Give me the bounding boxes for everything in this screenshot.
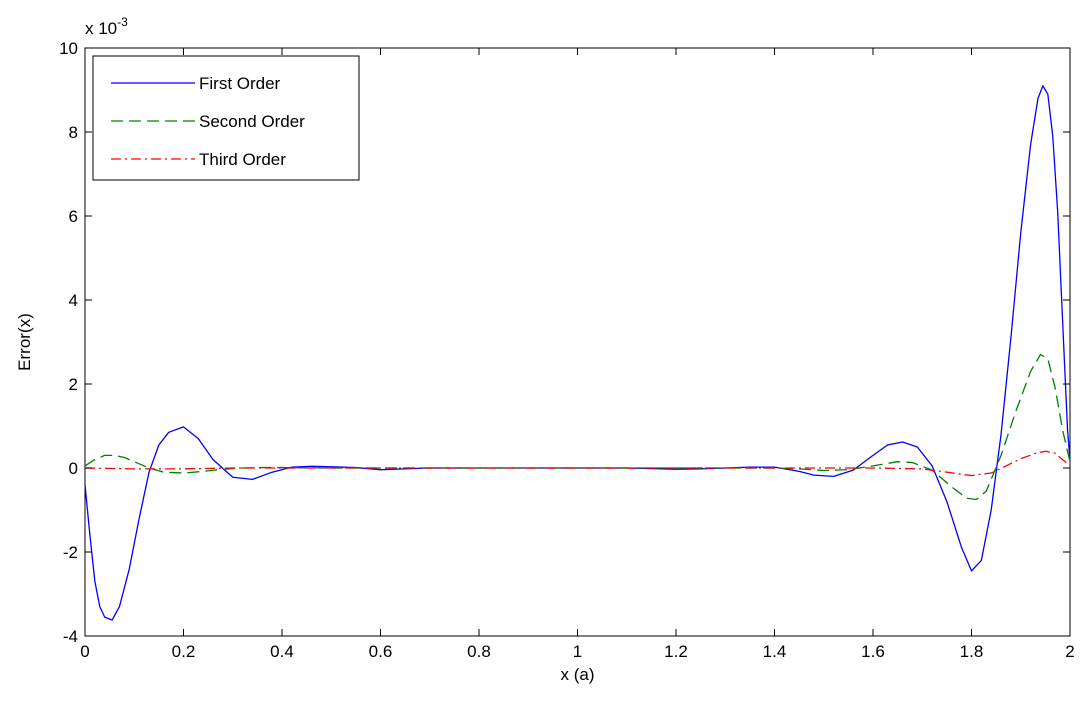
x-tick-label: 1.2: [664, 642, 688, 661]
y-axis-multiplier: x 10-3: [85, 15, 128, 38]
axes-layer: 0 0.2 0.4 0.6 0.8 1 1.2 1.4 1.6 1.8 2 -4 -2 0 2 4 6 8 10: [59, 39, 1075, 661]
legend-label-2: Second Order: [199, 112, 305, 131]
x-tick-label: 1.6: [861, 642, 885, 661]
y-axis-label: Error(x): [15, 313, 34, 371]
y-axis-multiplier-exponent: -3: [117, 15, 128, 29]
x-tick-label: 0.8: [467, 642, 491, 661]
series-line-1: [84, 85, 1071, 621]
y-tick-label: 10: [59, 39, 78, 58]
series-line-3: [84, 450, 1071, 477]
x-tick-label: 1: [573, 642, 582, 661]
x-tick-label: 1.8: [960, 642, 984, 661]
x-tick-label: 0.6: [369, 642, 393, 661]
y-tick-label: 4: [69, 291, 78, 310]
legend-label-3: Third Order: [199, 150, 286, 169]
y-axis-multiplier-base: x 10: [85, 19, 117, 38]
x-tick-label: 0: [80, 642, 89, 661]
y-tick-label: 0: [69, 459, 78, 478]
y-tick-label: 8: [69, 123, 78, 142]
x-tick-label: 0.4: [270, 642, 294, 661]
legend-label-1: First Order: [199, 74, 281, 93]
series-layer: [84, 85, 1071, 621]
y-tick-label: -2: [63, 543, 78, 562]
x-axis-label: x (a): [561, 665, 595, 684]
x-tick-label: 1.4: [763, 642, 787, 661]
x-tick-label: 0.2: [172, 642, 196, 661]
legend: First Order Second Order Third Order: [92, 55, 360, 181]
y-tick-label: 2: [69, 375, 78, 394]
x-tick-label: 2: [1065, 642, 1074, 661]
y-tick-label: -4: [63, 627, 78, 646]
y-tick-label: 6: [69, 207, 78, 226]
